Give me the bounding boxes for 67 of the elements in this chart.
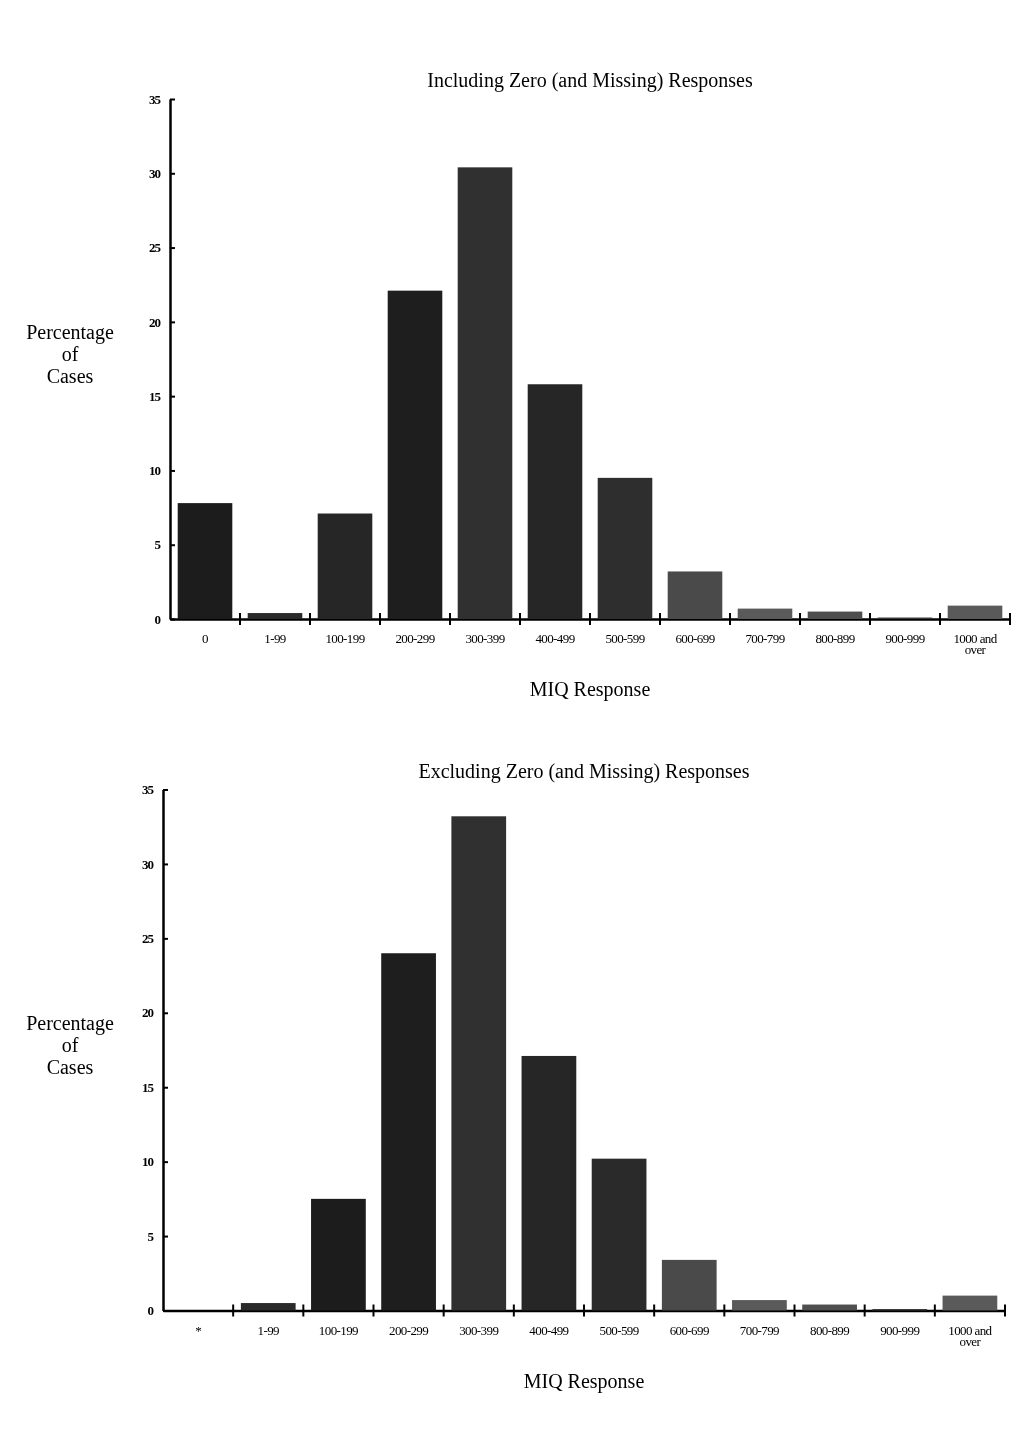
x-tick-label: 500-599: [605, 631, 645, 646]
x-tick-label: 800-899: [815, 631, 855, 646]
x-tick-label: 200-299: [389, 1322, 429, 1337]
y-tick-label: 10: [149, 463, 161, 479]
x-tick-label: 1000 and over: [948, 1322, 993, 1348]
bar: [732, 1299, 787, 1310]
chart-title: Including Zero (and Missing) Responses: [427, 69, 753, 92]
y-tick-label: 10: [142, 1153, 154, 1169]
bar: [661, 1259, 717, 1310]
y-tick-label: 30: [149, 165, 161, 181]
y-tick-label: 0: [147, 1302, 154, 1318]
y-tick-label: 35: [142, 781, 155, 797]
x-tick-label: 900-999: [885, 631, 925, 646]
bar: [597, 477, 653, 619]
x-tick-label: 1000 and over: [953, 631, 998, 657]
y-tick-label: 25: [142, 930, 155, 946]
x-tick-label: 1-99: [264, 631, 286, 646]
bar: [667, 571, 723, 619]
bar: [317, 513, 373, 619]
y-tick-label: 5: [147, 1228, 155, 1244]
y-tick-label: 15: [149, 388, 162, 404]
bar: [802, 1304, 857, 1310]
bar: [737, 608, 793, 619]
y-tick-label: 30: [142, 856, 154, 872]
x-tick-label: 100-199: [325, 631, 365, 646]
bar: [240, 1302, 296, 1310]
bar: [527, 384, 583, 619]
bar: [521, 1055, 577, 1310]
y-tick-label: 20: [149, 314, 161, 330]
x-tick-label: 300-399: [465, 631, 505, 646]
x-axis-title: MIQ Response: [523, 1369, 645, 1392]
chart-title: Excluding Zero (and Missing) Responses: [418, 759, 750, 782]
bar: [807, 611, 863, 619]
x-tick-label: 500-599: [599, 1322, 639, 1337]
bar: [387, 290, 443, 619]
x-tick-label: 1-99: [257, 1322, 280, 1337]
x-tick-label: 300-399: [459, 1322, 499, 1337]
x-tick-label: 700-799: [739, 1322, 780, 1337]
x-tick-label: 400-499: [535, 631, 575, 646]
y-axis-title: Percentage of Cases: [26, 1011, 114, 1078]
bar: [451, 815, 507, 1310]
x-tick-label: 800-899: [810, 1322, 850, 1337]
bar: [177, 503, 233, 619]
y-tick-label: 20: [142, 1004, 154, 1020]
y-axis-title: Percentage of Cases: [26, 321, 114, 387]
bar: [457, 167, 513, 619]
bar: [311, 1198, 366, 1310]
x-tick-label: 0: [202, 631, 209, 646]
bar: [591, 1158, 647, 1310]
bar: [381, 952, 436, 1310]
x-tick-label: 400-499: [529, 1322, 569, 1337]
bar: [947, 605, 1003, 619]
y-tick-label: 35: [149, 91, 162, 107]
x-axis-title: MIQ Response: [529, 678, 651, 701]
y-tick-label: 25: [149, 240, 162, 256]
y-tick-label: 5: [154, 537, 162, 553]
y-tick-label: 0: [154, 611, 161, 627]
x-tick-label: 100-199: [318, 1322, 359, 1337]
bar: [247, 613, 303, 619]
x-tick-label: 200-299: [395, 631, 435, 646]
x-tick-label: 900-999: [880, 1322, 920, 1337]
x-tick-label: 700-799: [745, 631, 785, 646]
x-tick-label: 600-699: [675, 631, 715, 646]
x-tick-label: 600-699: [669, 1322, 709, 1337]
bar: [942, 1295, 998, 1310]
y-tick-label: 15: [142, 1079, 155, 1095]
x-tick-label: *: [195, 1322, 202, 1337]
